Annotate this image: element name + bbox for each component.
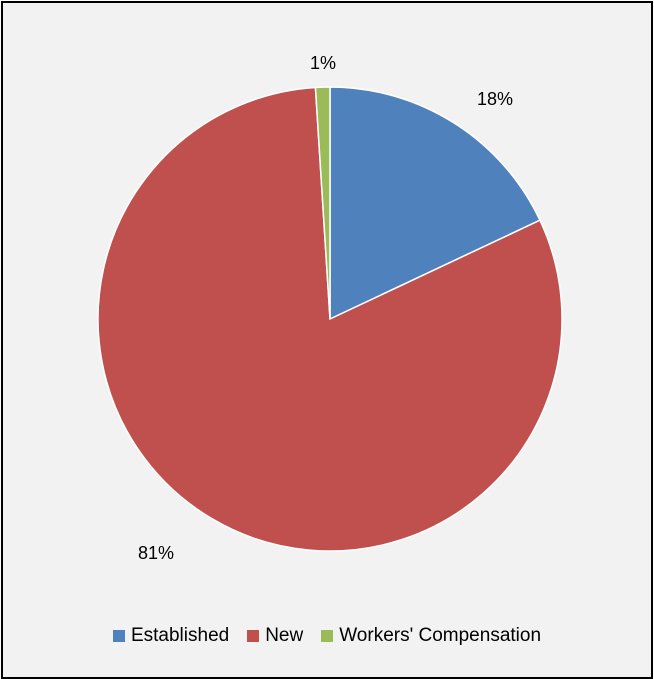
legend-label-workers-compensation: Workers' Compensation — [339, 625, 542, 646]
legend-swatch-workers-compensation — [321, 630, 334, 642]
data-label-established: 18% — [477, 89, 513, 109]
data-label-new: 81% — [138, 543, 174, 563]
legend-label-new: New — [265, 625, 304, 646]
pie-slices — [97, 86, 563, 552]
pie-slice-new — [97, 86, 563, 552]
legend: Established New Workers' Compensation — [3, 625, 651, 647]
pie-slice-workers-compensation — [314, 86, 331, 320]
legend-label-established: Established — [130, 625, 230, 646]
legend-item-established: Established — [112, 625, 230, 647]
legend-swatch-established — [112, 630, 125, 642]
pie-data-labels: 18% 81% 1% — [138, 53, 513, 563]
legend-swatch-new — [247, 630, 260, 642]
data-label-workers-compensation: 1% — [310, 53, 336, 73]
pie-chart: 18% 81% 1% — [97, 53, 563, 563]
legend-item-new: New — [247, 625, 303, 647]
legend-item-workers-compensation: Workers' Compensation — [321, 625, 541, 647]
pie-slice-established — [329, 86, 541, 321]
